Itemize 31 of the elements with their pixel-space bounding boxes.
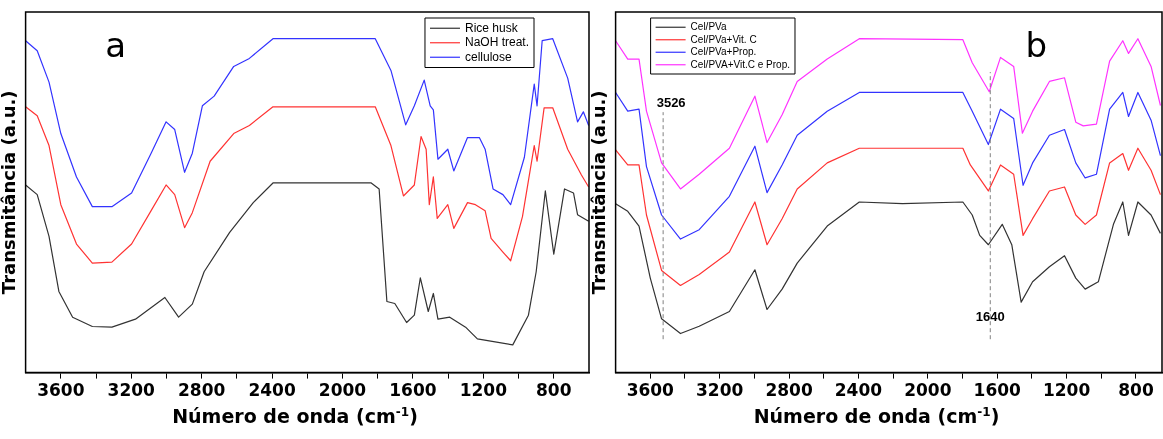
x-tick-label: 1200 — [1042, 380, 1091, 401]
x-tick-label: 2000 — [904, 380, 952, 401]
legend-label: cellulose — [464, 49, 512, 64]
y-axis-title: Transmitância (a.u.) — [588, 90, 610, 295]
ref-line-label: 3526 — [656, 95, 686, 111]
x-tick-label: 800 — [536, 380, 572, 401]
x-tick-label: 3600 — [626, 380, 675, 401]
legend-label: Cel/PVA+Vit.C e Prop. — [690, 58, 791, 70]
x-axis-title: Número de onda (cm$^{-1}$) — [171, 405, 419, 428]
y-axis-title: Transmitância (a.u.) — [0, 90, 20, 295]
x-tick-label: 2800 — [178, 380, 226, 401]
legend-label: NaOH treat. — [464, 35, 530, 50]
x-tick-label: 2400 — [834, 380, 883, 401]
x-tick-label: 1200 — [459, 380, 508, 401]
legend-label: Cel/PVa — [690, 21, 727, 32]
annotation: a — [105, 24, 127, 65]
legend-label: Cel/PVa+Prop. — [690, 46, 757, 57]
x-tick-label: 1600 — [973, 380, 1022, 401]
annotation: b — [1025, 24, 1048, 65]
x-tick-label: 2000 — [318, 380, 367, 401]
ref-line-label: 1640 — [975, 309, 1005, 325]
x-tick-label: 2400 — [248, 380, 296, 401]
x-tick-label: 800 — [1118, 380, 1154, 401]
x-tick-label: 3200 — [107, 380, 156, 401]
x-tick-label: 3600 — [37, 380, 85, 401]
legend-label: Cel/PVa+Vit. C — [690, 33, 757, 45]
x-tick-label: 1600 — [389, 380, 437, 401]
x-tick-label: 3200 — [696, 380, 744, 401]
x-axis-title: Número de onda (cm$^{-1}$) — [752, 405, 1001, 428]
x-tick-label: 2800 — [765, 380, 813, 401]
legend-label: Rice husk — [464, 20, 519, 35]
